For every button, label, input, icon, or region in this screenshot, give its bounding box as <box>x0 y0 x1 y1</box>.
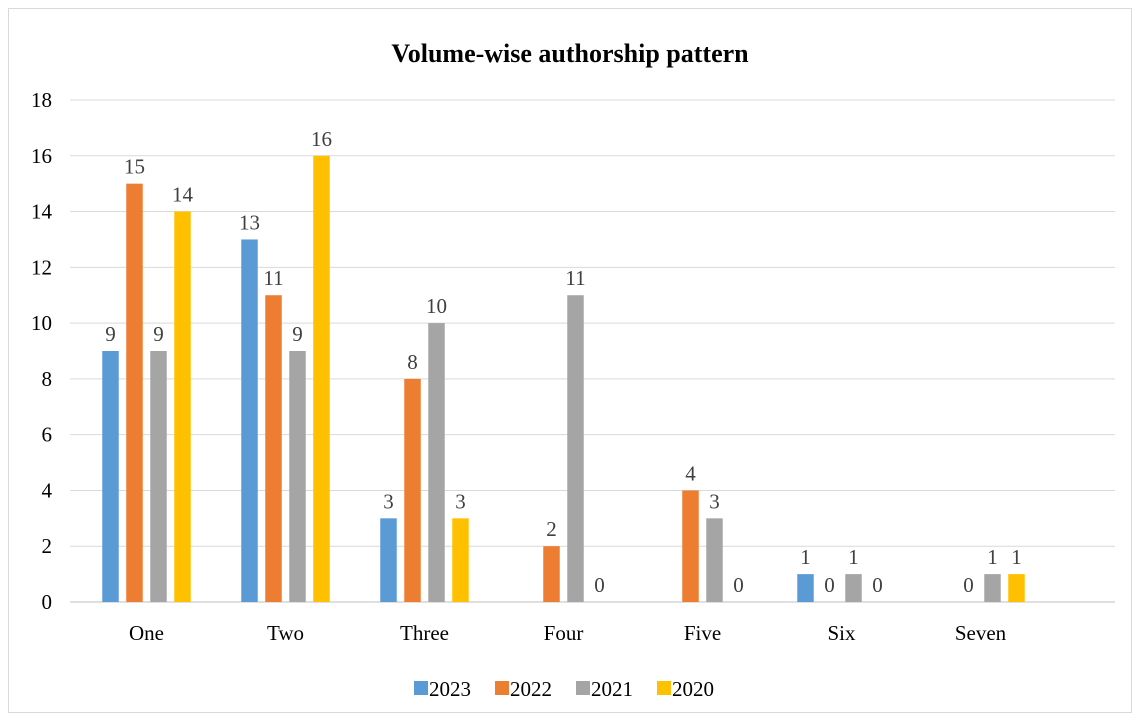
data-label-2023-three: 3 <box>383 489 394 513</box>
data-label-2020-one: 14 <box>172 183 194 207</box>
data-label-2022-seven: 0 <box>963 573 974 597</box>
data-label-2020-two: 16 <box>311 127 332 151</box>
bar-2021-four <box>567 295 584 602</box>
data-label-2022-five: 4 <box>685 461 696 485</box>
legend-swatch-2023 <box>414 681 428 695</box>
y-tick-label: 4 <box>42 478 53 502</box>
legend-label-2022: 2022 <box>510 677 552 701</box>
bar-2021-seven <box>984 574 1001 602</box>
data-label-2020-three: 3 <box>455 489 466 513</box>
bar-2020-seven <box>1008 574 1025 602</box>
legend-label-2021: 2021 <box>591 677 633 701</box>
data-label-2023-two: 13 <box>239 210 260 234</box>
y-tick-label: 6 <box>42 423 53 447</box>
data-label-2022-one: 15 <box>124 155 145 179</box>
y-tick-label: 2 <box>42 534 53 558</box>
x-tick-label-six: Six <box>827 621 856 645</box>
bar-2021-six <box>845 574 862 602</box>
data-label-2022-two: 11 <box>263 266 283 290</box>
data-label-2021-five: 3 <box>709 489 720 513</box>
data-label-2021-three: 10 <box>426 294 447 318</box>
bars <box>102 155 1025 603</box>
y-tick-label: 16 <box>31 144 52 168</box>
bar-2022-five <box>682 490 699 602</box>
data-label-2020-six: 0 <box>872 573 883 597</box>
bar-2022-three <box>404 378 421 602</box>
gridlines <box>70 99 1115 603</box>
y-tick-label: 12 <box>31 255 52 279</box>
x-tick-label-two: Two <box>267 621 304 645</box>
data-label-2020-seven: 1 <box>1011 545 1022 569</box>
chart-title: Volume-wise authorship pattern <box>391 39 749 68</box>
y-tick-label: 18 <box>31 88 52 112</box>
y-tick-label: 0 <box>42 590 53 614</box>
data-label-2022-six: 0 <box>824 573 835 597</box>
data-label-2023-one: 9 <box>105 322 116 346</box>
bar-2023-six <box>797 574 814 602</box>
x-tick-label-five: Five <box>684 621 721 645</box>
data-label-2021-two: 9 <box>292 322 303 346</box>
legend-swatch-2022 <box>495 681 509 695</box>
bar-2021-three <box>428 323 445 602</box>
y-tick-label: 14 <box>31 200 53 224</box>
data-label-2022-four: 2 <box>546 517 557 541</box>
data-label-2022-three: 8 <box>407 350 418 374</box>
legend-swatch-2021 <box>576 681 590 695</box>
x-tick-label-one: One <box>129 621 164 645</box>
y-axis: 0 2 4 6 8 10 12 14 16 18 <box>31 88 53 614</box>
data-label-2021-one: 9 <box>153 322 164 346</box>
legend-label-2023: 2023 <box>429 677 471 701</box>
bar-2023-one <box>102 351 119 602</box>
x-axis: One Two Three Four Five Six Seven <box>129 621 1007 645</box>
data-label-2021-four: 11 <box>565 266 585 290</box>
bar-2021-five <box>706 518 723 602</box>
bar-2021-two <box>289 351 306 602</box>
bar-2022-one <box>126 183 143 602</box>
bar-2020-one <box>174 211 191 603</box>
bar-2020-three <box>452 518 469 602</box>
bar-2023-three <box>380 518 397 602</box>
legend-swatch-2020 <box>657 681 671 695</box>
y-tick-label: 10 <box>31 311 52 335</box>
data-label-2021-six: 1 <box>848 545 859 569</box>
x-tick-label-four: Four <box>544 621 584 645</box>
bar-2021-one <box>150 351 167 602</box>
x-tick-label-three: Three <box>400 621 449 645</box>
data-label-2021-seven: 1 <box>987 545 998 569</box>
legend: 2023 2022 2021 2020 <box>414 677 714 701</box>
x-tick-label-seven: Seven <box>955 621 1007 645</box>
bar-2023-two <box>241 239 258 602</box>
bar-2022-two <box>265 295 282 602</box>
bar-2022-four <box>543 546 560 602</box>
data-label-2023-six: 1 <box>800 545 811 569</box>
data-label-2020-four: 0 <box>594 573 605 597</box>
y-tick-label: 8 <box>42 367 53 391</box>
bar-2020-two <box>313 155 330 602</box>
data-label-2020-five: 0 <box>733 573 744 597</box>
legend-label-2020: 2020 <box>672 677 714 701</box>
